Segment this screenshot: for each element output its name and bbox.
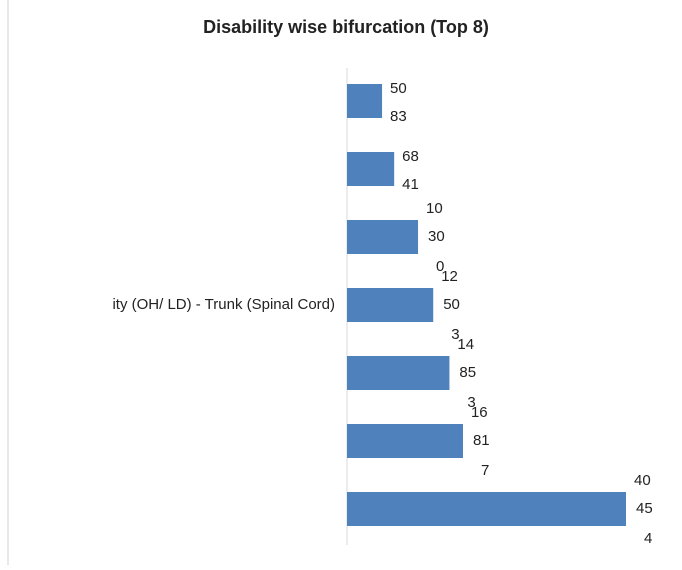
bar [347,492,626,526]
data-label: 14 [457,336,474,353]
data-label: 3 [451,326,459,343]
y-tick-label: ity (OH/ LD) - Trunk (Spinal Cord) [112,296,335,313]
data-label: 85 [459,364,476,381]
data-label: 41 [402,176,419,193]
data-label: 3 [467,394,475,411]
data-label: 50 [443,296,460,313]
data-label: 4 [644,530,652,547]
data-label: 0 [436,258,444,275]
data-label: 68 [402,148,419,165]
bar [347,84,383,118]
data-label: 7 [481,462,489,479]
data-label: 10 [426,200,443,217]
data-label: 83 [390,108,407,125]
data-label: 81 [473,432,490,449]
data-label: 12 [441,268,458,285]
bar [347,424,463,458]
data-label: 30 [428,228,445,245]
bar [347,152,395,186]
bar [347,288,434,322]
bar [347,356,450,390]
bar [347,220,419,254]
data-label: 40 [634,472,651,489]
data-label: 16 [471,404,488,421]
data-label: 50 [390,80,407,97]
chart-title: Disability wise bifurcation (Top 8) [203,17,489,37]
data-label: 45 [636,500,653,517]
